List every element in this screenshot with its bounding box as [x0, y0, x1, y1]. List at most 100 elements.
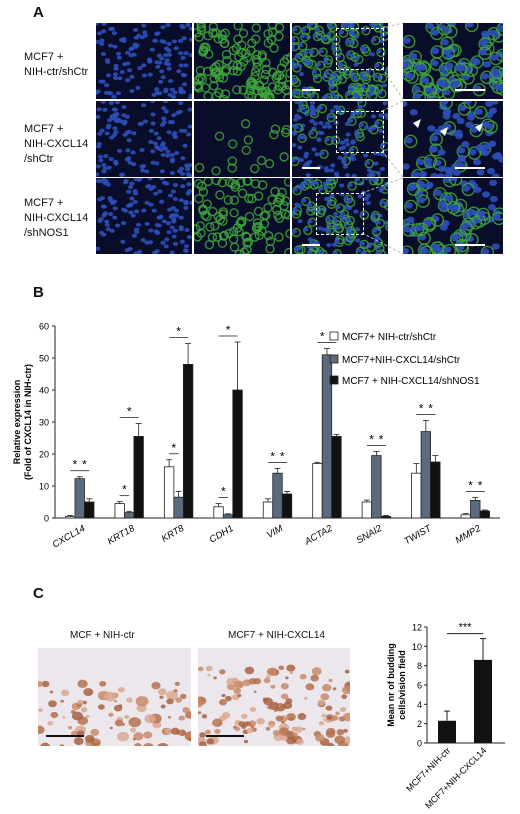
- nucleus: [122, 180, 129, 185]
- connector-line: [381, 150, 404, 178]
- stained-cell: [188, 737, 191, 742]
- nucleus: [307, 219, 313, 224]
- nucleus: [333, 171, 340, 176]
- membrane-stain: [251, 23, 262, 33]
- bar: [133, 435, 144, 519]
- bar: [163, 466, 175, 519]
- stained-cell: [283, 715, 288, 719]
- y-tick-label: 6: [417, 681, 422, 691]
- nucleus: [98, 217, 104, 222]
- nucleus: [344, 121, 350, 126]
- nucleus: [375, 251, 381, 254]
- membrane-stain: [256, 155, 267, 166]
- nucleus: [292, 79, 297, 84]
- nucleus: [111, 94, 117, 99]
- nucleus: [141, 208, 147, 213]
- nucleus: [452, 112, 461, 120]
- nucleus: [166, 66, 172, 71]
- nucleus: [162, 101, 169, 104]
- stained-cell: [286, 664, 296, 672]
- stained-cell: [174, 681, 180, 686]
- nucleus: [409, 109, 418, 116]
- row-label-line: NIH-ctr/shCtr: [24, 66, 89, 78]
- nucleus: [323, 184, 330, 189]
- stained-cell: [292, 732, 298, 737]
- nucleus: [318, 120, 324, 125]
- stained-cell: [233, 687, 242, 694]
- membrane-stain: [449, 79, 463, 93]
- membrane-stain: [283, 80, 290, 90]
- membrane-stain: [423, 154, 438, 169]
- stained-cell: [133, 732, 144, 741]
- nucleus: [292, 187, 298, 192]
- membrane-stain: [222, 55, 232, 66]
- nucleus: [144, 240, 150, 245]
- nucleus: [188, 26, 192, 31]
- membrane-stain: [403, 59, 414, 74]
- significance-star: *: [82, 458, 87, 472]
- row-label-line: MCF7 +: [24, 51, 64, 63]
- nucleus: [454, 129, 463, 137]
- nucleus: [340, 23, 347, 27]
- stained-cell: [198, 699, 204, 708]
- nucleus: [373, 24, 379, 29]
- nucleus: [297, 63, 303, 68]
- nucleus: [137, 249, 143, 254]
- nucleus: [369, 52, 375, 57]
- nucleus: [345, 142, 351, 147]
- nucleus: [468, 148, 477, 156]
- membrane-stain: [259, 75, 269, 85]
- nucleus: [179, 171, 186, 176]
- stained-cell: [321, 713, 327, 718]
- nucleus: [161, 106, 167, 111]
- stained-cell: [320, 693, 330, 701]
- fluorescence-image: [292, 23, 388, 99]
- nucleus: [369, 126, 375, 131]
- stained-cell: [325, 705, 333, 711]
- nucleus: [121, 207, 127, 212]
- nucleus: [149, 47, 155, 52]
- nucleus: [467, 114, 476, 121]
- membrane-stain: [252, 62, 262, 73]
- stained-cell: [233, 680, 244, 689]
- membrane-stain: [203, 31, 213, 41]
- membrane-stain: [244, 211, 255, 222]
- scale-bar: [302, 167, 320, 169]
- nucleus: [96, 141, 102, 146]
- row-label-line: NIH-CXCL14: [24, 138, 89, 150]
- nucleus: [350, 157, 357, 162]
- nucleus: [300, 106, 306, 111]
- nucleus: [411, 171, 420, 177]
- nucleus: [99, 38, 105, 43]
- nucleus: [155, 31, 161, 36]
- membrane-stain: [242, 238, 252, 248]
- nucleus: [342, 164, 348, 169]
- membrane-stain: [469, 123, 483, 138]
- bar: [420, 431, 431, 519]
- nucleus: [171, 39, 178, 44]
- membrane-stain: [253, 206, 264, 217]
- nucleus: [112, 206, 118, 211]
- nucleus: [473, 158, 482, 166]
- nucleus: [309, 101, 316, 105]
- nucleus: [359, 241, 365, 246]
- bar: [371, 455, 382, 519]
- nucleus: [345, 132, 351, 137]
- ihc-image-cxcl14: [198, 648, 350, 746]
- bar: [380, 515, 392, 519]
- nucleus: [185, 167, 191, 172]
- nucleus: [154, 87, 160, 92]
- stained-cell: [237, 693, 242, 698]
- membrane-stain: [205, 222, 215, 232]
- stained-cell: [151, 681, 161, 690]
- membrane-stain: [208, 206, 218, 217]
- membrane-stain: [218, 231, 229, 241]
- membrane-stain: [223, 195, 234, 205]
- membrane-stain: [420, 74, 434, 89]
- stained-cell: [332, 687, 337, 691]
- nucleus: [126, 189, 132, 194]
- nucleus: [97, 131, 103, 136]
- nucleus: [96, 246, 101, 251]
- nucleus: [112, 72, 119, 77]
- nucleus: [176, 169, 183, 174]
